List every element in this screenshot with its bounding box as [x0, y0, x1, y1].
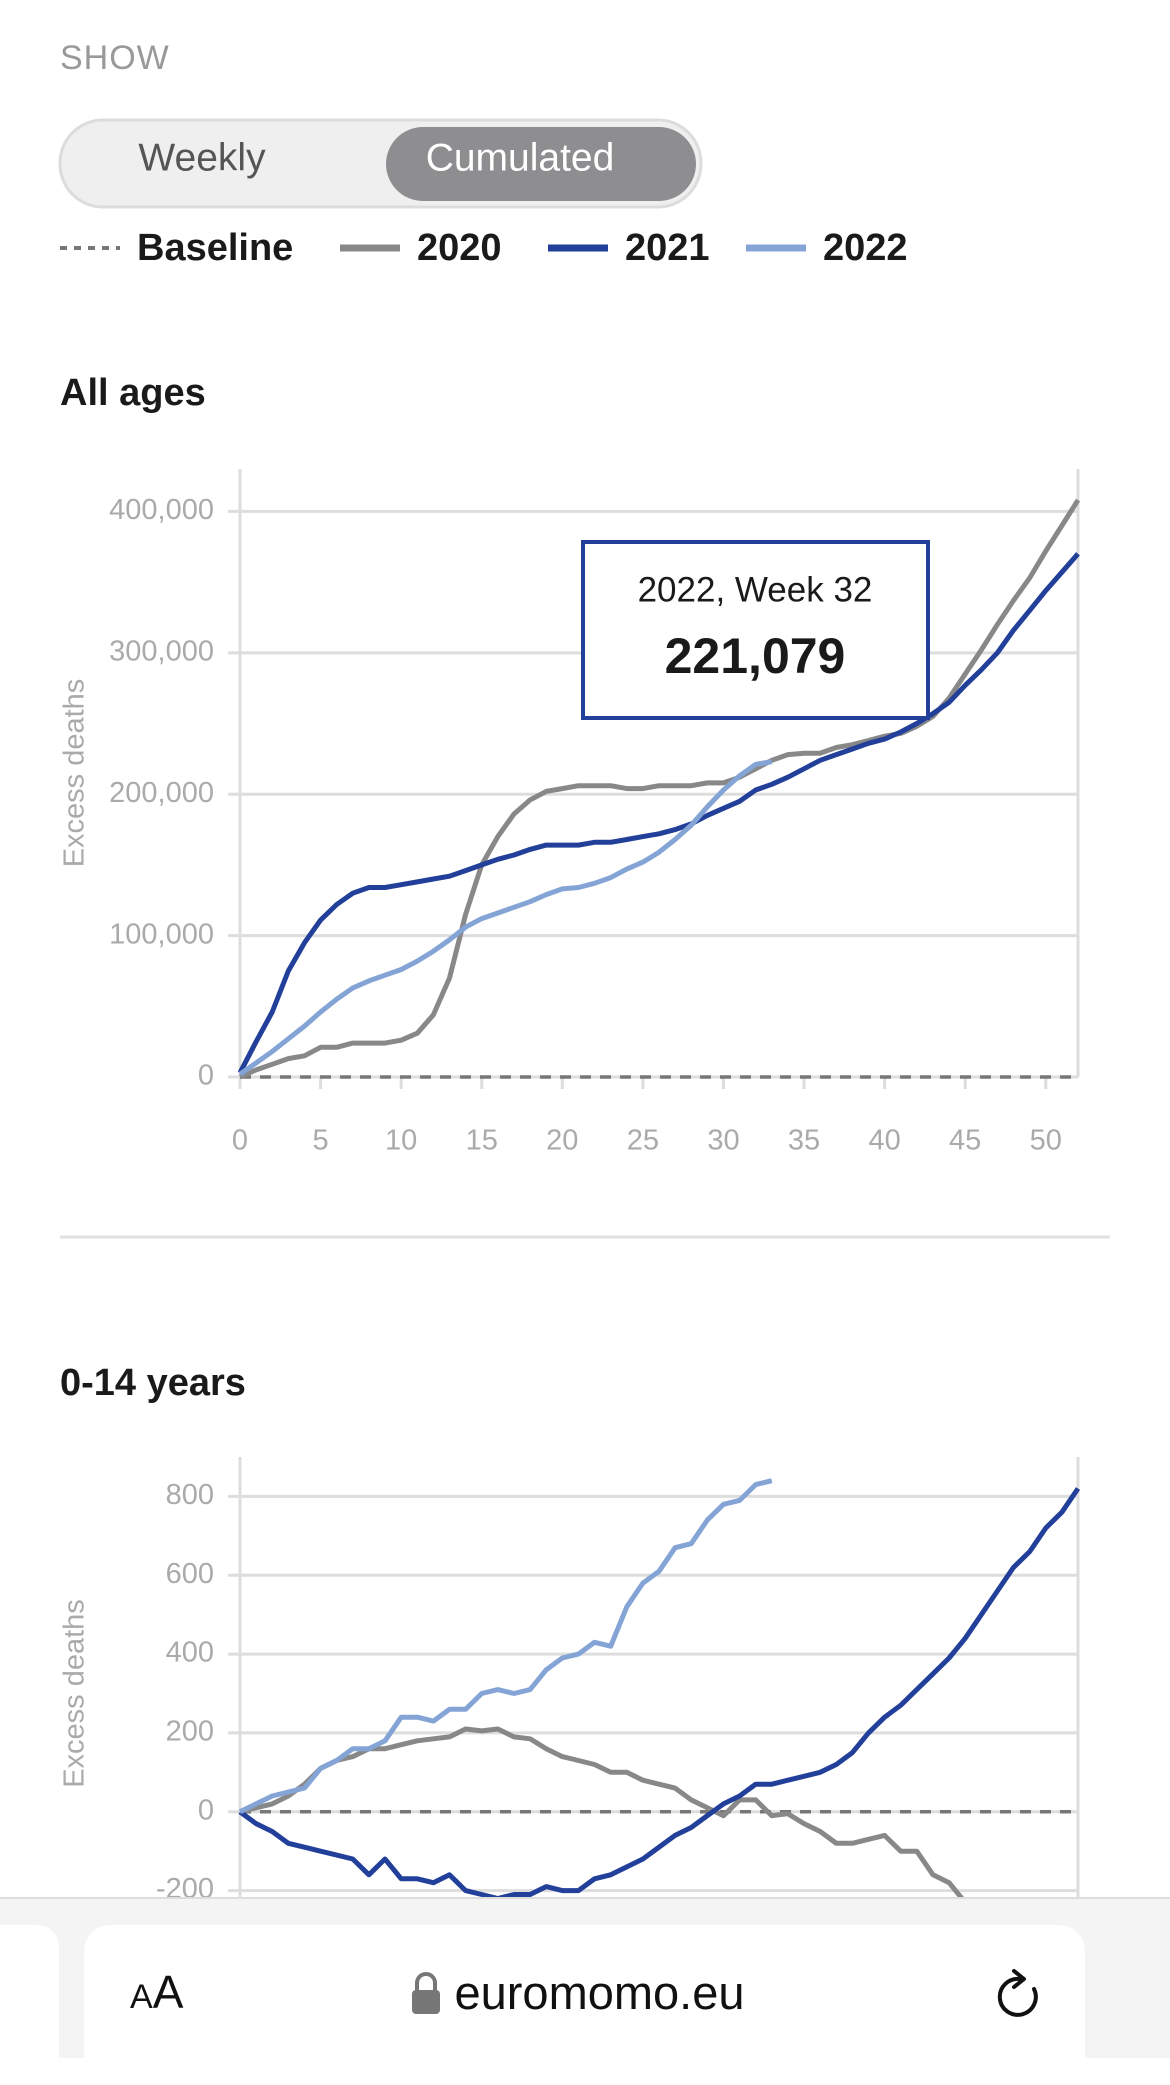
address-bar[interactable]: AA euromomo.eu	[84, 1925, 1085, 2085]
x-tick-label: 0	[232, 1125, 248, 1157]
chart-title: 0-14 years	[60, 1362, 246, 1404]
y-tick-label: 200,000	[109, 777, 214, 809]
tooltip-title: 2022, Week 32	[638, 570, 873, 609]
series-line	[237, 552, 1080, 1074]
url[interactable]: euromomo.eu	[454, 1966, 745, 2019]
x-tick-label: 15	[466, 1125, 498, 1157]
tab-edge[interactable]	[0, 1925, 59, 2085]
y-tick-label: 100,000	[109, 918, 214, 950]
legend: Baseline 2020 2021 2022	[60, 227, 908, 269]
show-label: SHOW	[60, 39, 170, 77]
series-line	[239, 1726, 984, 1920]
y-axis-label: Excess deaths	[59, 1599, 91, 1788]
browser-toolbar: AA euromomo.eu	[0, 1897, 1170, 2085]
legend-label: 2020	[417, 227, 502, 269]
lock-icon	[412, 1972, 440, 2014]
x-tick-label: 25	[627, 1125, 659, 1157]
reload-icon[interactable]	[990, 1967, 1050, 2027]
y-tick-label: 300,000	[109, 635, 214, 667]
y-tick-label: 0	[198, 1794, 214, 1826]
toggle-options: Weekly Cumulated	[138, 127, 696, 201]
legend-label: Baseline	[137, 227, 293, 269]
x-tick-label: 10	[385, 1125, 417, 1157]
series-line	[238, 759, 773, 1077]
chart-title: All ages	[60, 372, 206, 414]
toggle-option[interactable]: Cumulated	[426, 136, 615, 179]
series-line	[238, 1478, 773, 1815]
x-tick-label: 20	[546, 1125, 578, 1157]
y-tick-label: 600	[166, 1558, 214, 1590]
series-line	[238, 1487, 1081, 1901]
text-size-button[interactable]: AA	[130, 1966, 184, 2018]
legend-label: 2021	[625, 227, 710, 269]
toggle-option[interactable]: Weekly	[138, 136, 266, 179]
x-tick-label: 40	[868, 1125, 900, 1157]
y-tick-label: 0	[198, 1060, 214, 1092]
y-tick-label: 200	[166, 1716, 214, 1748]
x-tick-label: 50	[1030, 1125, 1062, 1157]
toggle-selected[interactable]	[386, 127, 696, 201]
x-tick-label: 30	[707, 1125, 739, 1157]
tooltip-box	[581, 540, 930, 720]
x-tick-label: 35	[788, 1125, 820, 1157]
legend-label: 2022	[823, 227, 908, 269]
x-tick-label: 5	[313, 1125, 329, 1157]
tooltip-value: 221,079	[665, 628, 846, 684]
y-tick-label: 400,000	[109, 494, 214, 526]
y-tick-label: 400	[166, 1637, 214, 1669]
y-axis-label: Excess deaths	[59, 679, 91, 868]
y-tick-label: 800	[166, 1479, 214, 1511]
x-tick-label: 45	[949, 1125, 981, 1157]
